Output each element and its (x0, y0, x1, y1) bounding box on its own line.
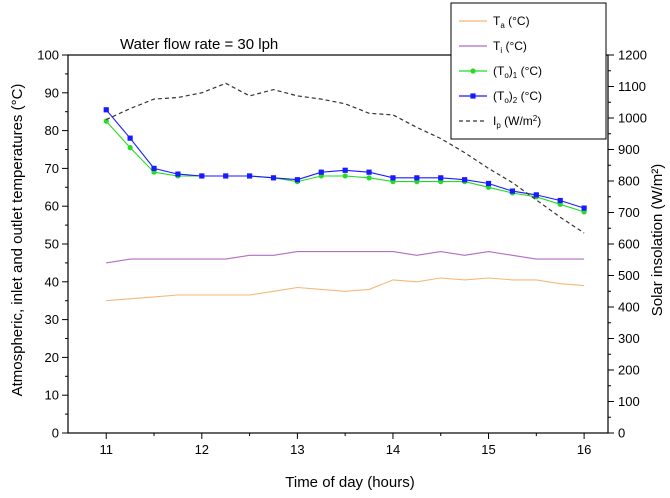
y-left-tick-label: 60 (45, 199, 59, 214)
y-right-tick-label: 900 (618, 142, 640, 157)
y-left-tick-label: 50 (45, 237, 59, 252)
x-tick-label: 15 (481, 442, 495, 457)
y-left-tick-label: 20 (45, 350, 59, 365)
y-right-tick-label: 700 (618, 205, 640, 220)
x-tick-label: 13 (290, 442, 304, 457)
y-left-tick-label: 40 (45, 274, 59, 289)
y-right-tick-label: 1000 (618, 111, 647, 126)
data-point-to-2-c (199, 173, 205, 179)
data-point-to-2-c (151, 165, 157, 171)
data-point-to-2-c (462, 177, 468, 183)
x-tick-label: 14 (386, 442, 400, 457)
y-right-tick-label: 800 (618, 174, 640, 189)
data-point-to-2-c (509, 188, 516, 194)
data-point-to-2-c (223, 173, 229, 179)
flow-rate-annotation: Water flow rate = 30 lph (120, 36, 278, 53)
legend-label-ip-w-m: Ip (W/m2) (493, 114, 541, 130)
data-point-to-2-c (581, 205, 587, 211)
y-axis-right-label: Solar insolation (W/m²) (649, 164, 666, 317)
data-point-to-2-c (127, 135, 133, 141)
y-right-tick-label: 100 (618, 394, 640, 409)
y-left-tick-label: 80 (45, 123, 59, 138)
data-point-to-2-c (438, 175, 444, 181)
y-right-tick-label: 500 (618, 268, 640, 283)
data-point-to-2-c (366, 169, 372, 175)
y-right-tick-label: 400 (618, 300, 640, 315)
legend-label-to-2-c: (To)2 (°C) (493, 89, 542, 105)
y-left-tick-label: 100 (37, 48, 59, 63)
y-left-tick-label: 30 (45, 312, 59, 327)
legend: Ta (°C) Ti (°C) (To)1 (°C) (To)2 (°C) Ip (W/… (450, 2, 607, 140)
data-point-to-2-c (414, 175, 420, 181)
data-point-to-1-c (366, 175, 372, 181)
series-line-ip-w-m (105, 82, 585, 234)
data-point-to-2-c (485, 180, 492, 187)
legend-label-ti-c: Ti (°C) (493, 39, 527, 55)
legend-marker-to-1-c (470, 68, 476, 74)
series-layer (103, 82, 587, 302)
legend-label-to-1-c: (To)1 (°C) (493, 64, 542, 80)
plot-frame (67, 54, 609, 434)
data-point-to-2-c (246, 173, 253, 179)
data-point-to-2-c (103, 107, 109, 113)
x-tick-label: 16 (577, 442, 591, 457)
data-point-to-2-c (294, 177, 300, 183)
y-left-tick-label: 70 (45, 161, 59, 176)
data-point-to-2-c (533, 192, 539, 198)
data-point-to-2-c (390, 175, 396, 181)
data-point-to-2-c (175, 171, 181, 177)
y-right-tick-label: 600 (618, 237, 640, 252)
y-left-tick-label: 90 (45, 85, 59, 100)
y-right-tick-label: 300 (618, 331, 640, 346)
data-point-to-2-c (318, 169, 324, 175)
data-point-to-2-c (557, 197, 563, 204)
y-right-tick-label: 0 (618, 426, 625, 441)
x-tick-label: 11 (99, 442, 113, 457)
data-point-to-2-c (270, 175, 277, 181)
data-point-to-1-c (103, 118, 109, 124)
data-point-to-1-c (342, 173, 348, 179)
y-right-tick-label: 1200 (618, 48, 647, 63)
x-axis-label: Time of day (hours) (285, 474, 415, 491)
legend-marker-to-2-c (470, 93, 476, 99)
series-line-ta-c (106, 277, 585, 302)
legend-label-ta-c: Ta (°C) (493, 14, 530, 30)
x-tick-label: 12 (195, 442, 209, 457)
y-left-tick-label: 0 (52, 426, 59, 441)
tick-labels: 11 12 13 14 15 160102030405060708090100010020… (37, 48, 647, 458)
y-left-tick-label: 10 (45, 388, 59, 403)
y-axis-left-label: Atmospheric, inlet and outlet temperatur… (9, 84, 26, 397)
y-right-tick-label: 200 (618, 363, 640, 378)
data-point-to-1-c (127, 145, 133, 151)
data-point-to-2-c (342, 167, 348, 173)
y-right-tick-label: 1100 (618, 79, 646, 94)
series-line-ti-c (106, 251, 585, 264)
